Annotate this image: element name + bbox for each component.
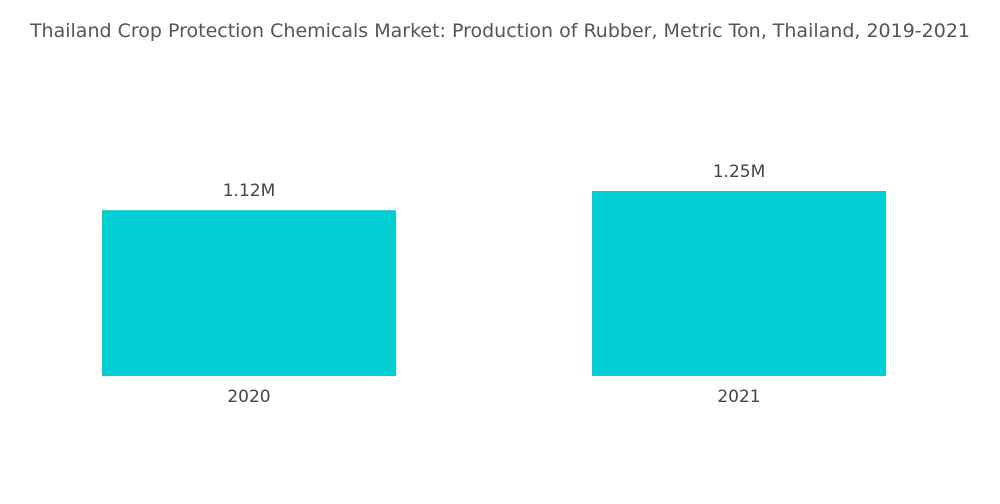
chart-title: Thailand Crop Protection Chemicals Marke… — [29, 20, 971, 42]
bar — [102, 210, 396, 376]
value-label: 1.12M — [223, 181, 276, 201]
x-tick-label: 2021 — [717, 387, 760, 407]
value-label: 1.25M — [713, 162, 766, 182]
x-tick-label: 2020 — [227, 387, 270, 407]
bar — [592, 191, 886, 376]
